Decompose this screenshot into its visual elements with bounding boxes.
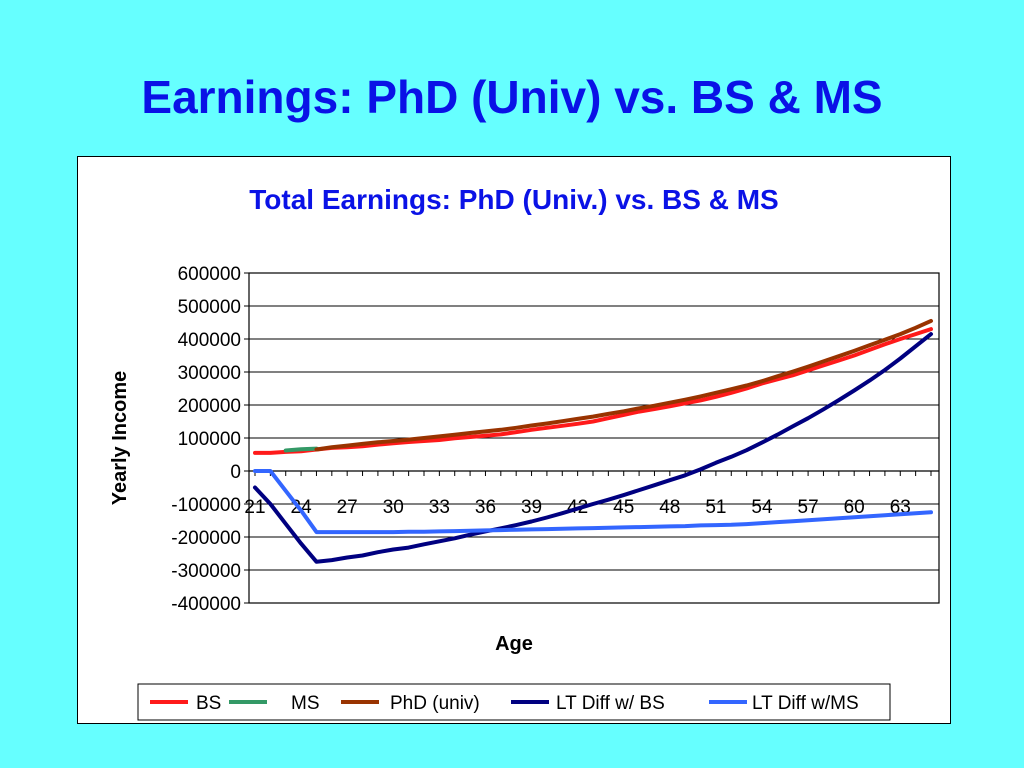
x-tick-label: 27 <box>337 497 358 518</box>
x-tick-label: 54 <box>751 497 773 518</box>
x-tick-label: 21 <box>244 497 265 518</box>
y-tick-label: 300000 <box>178 363 241 384</box>
y-tick-label: 400000 <box>178 330 241 351</box>
x-axis-title: Age <box>495 633 533 655</box>
series-line-phd-univ- <box>314 318 933 452</box>
legend-label: PhD (univ) <box>390 693 480 714</box>
y-tick-label: 600000 <box>178 264 241 285</box>
x-tick-label: 39 <box>521 497 542 518</box>
y-axis-title: Yearly Income <box>109 371 131 506</box>
y-tick-label: 0 <box>230 462 241 483</box>
x-tick-label: 48 <box>659 497 680 518</box>
y-tick-label: -200000 <box>171 528 241 549</box>
x-tick-label: 51 <box>705 497 726 518</box>
y-tick-label: 500000 <box>178 297 241 318</box>
x-tick-label: 45 <box>613 497 634 518</box>
y-tick-label: -300000 <box>171 561 241 582</box>
line-chart: Total Earnings: PhD (Univ.) vs. BS & MS 6… <box>109 184 940 721</box>
chart-frame: Total Earnings: PhD (Univ.) vs. BS & MS 6… <box>77 156 951 724</box>
series-line-bs <box>253 327 933 455</box>
x-tick-label: 33 <box>429 497 450 518</box>
y-tick-label: 200000 <box>178 396 241 417</box>
x-tick-label: 30 <box>383 497 404 518</box>
x-tick-label: 60 <box>844 497 865 518</box>
y-tick-label: -100000 <box>171 495 241 516</box>
slide-title: Earnings: PhD (Univ) vs. BS & MS <box>141 71 883 123</box>
legend-label: BS <box>196 693 221 714</box>
series-line-ms <box>283 446 319 453</box>
chart-title: Total Earnings: PhD (Univ.) vs. BS & MS <box>249 184 778 215</box>
y-tick-label: 100000 <box>178 429 241 450</box>
legend-label: LT Diff w/MS <box>752 693 859 714</box>
legend-label: LT Diff w/ BS <box>556 693 665 714</box>
x-tick-label: 57 <box>798 497 819 518</box>
legend-label: MS <box>291 693 320 714</box>
y-tick-label: -400000 <box>171 594 241 615</box>
series-line-lt-diff-w-ms <box>253 469 933 535</box>
series-line-lt-diff-w-bs <box>253 332 933 564</box>
x-tick-label: 36 <box>475 497 496 518</box>
